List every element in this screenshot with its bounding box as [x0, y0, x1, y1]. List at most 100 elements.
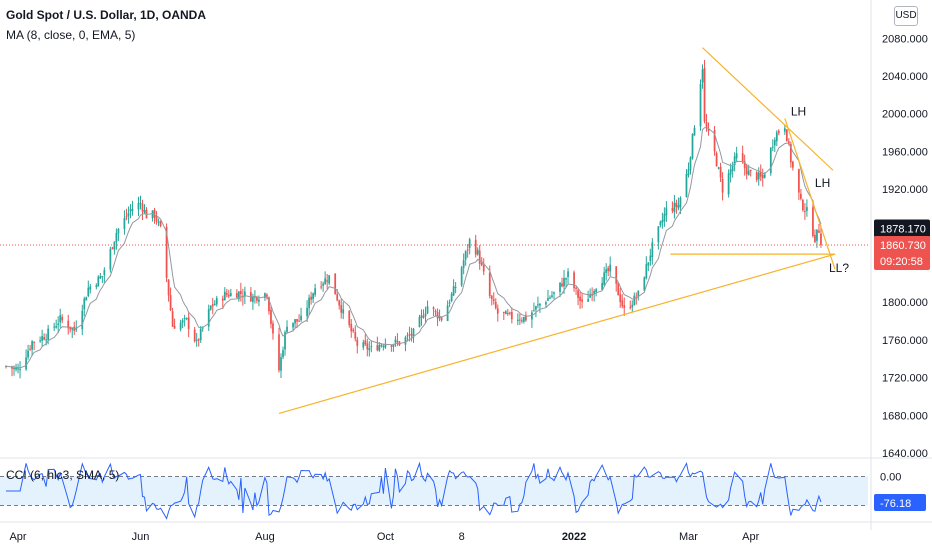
candle-body: [699, 83, 702, 127]
candle-body: [354, 332, 357, 339]
candle-up: [645, 256, 648, 280]
candle-up: [314, 283, 317, 297]
candle-body: [296, 319, 298, 322]
candle-up: [83, 296, 86, 317]
candle-body: [755, 172, 758, 180]
candle-up: [533, 302, 535, 312]
candle-up: [89, 283, 92, 294]
candle-up: [129, 204, 132, 219]
candle-body: [235, 293, 238, 298]
candle-body: [272, 323, 274, 334]
candle-down: [187, 312, 190, 338]
candle-body: [348, 311, 351, 325]
candle-down: [396, 333, 399, 346]
candle-body: [687, 169, 690, 176]
candle-body: [446, 305, 449, 322]
candle-up: [280, 353, 282, 378]
candle-body: [609, 264, 612, 272]
candle-body: [551, 295, 553, 297]
candle-body: [490, 295, 493, 299]
candle-body: [605, 269, 608, 273]
candle-body: [87, 287, 90, 296]
y-tick-label: 2040.000: [882, 71, 928, 83]
candle-body: [615, 266, 618, 284]
candle-body: [159, 221, 162, 226]
candle-up: [559, 282, 561, 298]
candle-down: [250, 287, 252, 302]
candle-up: [404, 335, 407, 352]
x-tick-label: Apr: [742, 531, 759, 543]
candle-body: [167, 279, 170, 296]
candle-body: [294, 319, 296, 324]
candle-up: [454, 282, 457, 294]
candle-body: [89, 286, 92, 290]
candle-body: [258, 299, 260, 302]
candle-body: [396, 340, 399, 342]
candle-body: [424, 313, 427, 317]
candle-body: [691, 134, 694, 159]
candle-down: [278, 327, 280, 373]
candle-body: [659, 221, 662, 226]
candle-up: [775, 130, 778, 147]
candle-body: [494, 301, 497, 309]
candle-up: [729, 163, 732, 183]
candle-up: [504, 310, 507, 315]
candle-up: [773, 137, 776, 152]
candle-body: [814, 234, 816, 243]
candle-body: [539, 303, 541, 306]
candle-body: [719, 166, 722, 178]
y-tick-label: 1800.000: [882, 297, 928, 309]
candle-up: [362, 339, 365, 351]
candle-up: [31, 340, 33, 357]
candle-body: [573, 272, 575, 289]
candle-body: [510, 312, 513, 320]
candle-body: [131, 209, 134, 212]
candle-up: [633, 292, 636, 306]
candle-body: [629, 306, 632, 308]
candle-body: [757, 172, 760, 180]
candle-up: [99, 272, 102, 280]
candle-body: [804, 211, 806, 213]
candle-up: [535, 305, 537, 318]
candle-body: [787, 141, 790, 144]
candle-down: [153, 207, 156, 224]
candle-up: [601, 277, 604, 291]
y-tick-label: 1640.000: [882, 448, 928, 460]
candle-body: [480, 262, 483, 266]
candle-down: [410, 327, 413, 342]
candle-body: [215, 298, 218, 305]
candle-body: [763, 174, 766, 178]
candle-down: [225, 288, 228, 298]
candle-body: [637, 290, 640, 297]
candle-down: [607, 265, 610, 277]
candle-body: [115, 233, 118, 243]
candle-down: [169, 287, 172, 312]
candle-body: [450, 293, 453, 302]
candle-up: [59, 308, 62, 328]
candle-down: [617, 281, 620, 296]
candle-down: [749, 169, 752, 177]
currency-button[interactable]: USD: [894, 6, 918, 26]
candle-down: [239, 282, 242, 302]
candle-body: [791, 161, 794, 168]
candle-up: [237, 290, 240, 302]
candle-down: [366, 338, 369, 357]
candle-body: [747, 170, 750, 176]
candle-body: [657, 226, 660, 243]
y-tick-label: 2080.000: [882, 33, 928, 45]
candle-up: [603, 266, 606, 287]
cci-value-tag-bg: [874, 494, 926, 512]
candle-up: [57, 316, 60, 334]
x-tick-label: Apr: [9, 531, 26, 543]
candle-body: [502, 311, 505, 313]
candle-up: [103, 267, 106, 284]
candle-down: [818, 224, 820, 234]
candle-up: [131, 200, 134, 216]
candle-up: [39, 336, 42, 343]
candle-body: [496, 308, 499, 314]
candle-body: [117, 228, 120, 234]
candle-body: [55, 325, 58, 328]
candle-down: [761, 168, 764, 187]
